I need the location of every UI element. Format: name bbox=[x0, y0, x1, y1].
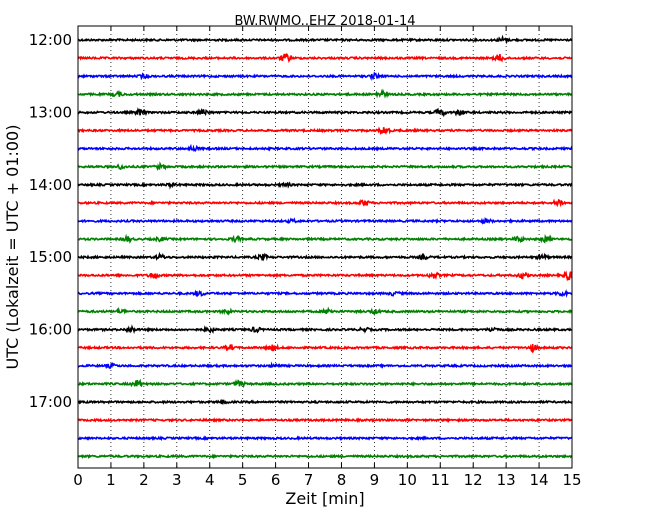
trace-line bbox=[77, 161, 573, 172]
trace-line bbox=[77, 52, 573, 64]
y-axis-ticks: 12:00 13:00 14:00 15:00 16:00 17:00 bbox=[29, 31, 572, 411]
x-tick-label: 13 bbox=[497, 471, 516, 489]
trace-line bbox=[77, 107, 573, 118]
y-tick-label: 14:00 bbox=[29, 176, 72, 194]
x-tick-label: 11 bbox=[431, 471, 450, 489]
y-tick-label: 15:00 bbox=[29, 248, 72, 266]
x-tick-label: 7 bbox=[304, 471, 314, 489]
trace-line bbox=[77, 126, 573, 136]
x-tick-label: 15 bbox=[562, 471, 581, 489]
y-axis-label: UTC (Lokalzeit = UTC + 01:00) bbox=[3, 125, 22, 370]
trace-line bbox=[77, 181, 573, 190]
trace-line bbox=[77, 88, 573, 99]
trace-line bbox=[77, 453, 573, 460]
x-tick-label: 8 bbox=[337, 471, 347, 489]
trace-line bbox=[77, 343, 573, 354]
y-tick-label: 12:00 bbox=[29, 31, 72, 49]
trace-line bbox=[77, 417, 573, 424]
trace-line bbox=[77, 143, 573, 153]
trace-line bbox=[77, 34, 573, 45]
trace-line bbox=[77, 378, 573, 389]
x-tick-label: 1 bbox=[106, 471, 116, 489]
trace-line bbox=[77, 198, 573, 208]
x-axis-label: Zeit [min] bbox=[285, 489, 364, 508]
trace-line bbox=[77, 216, 573, 225]
trace-line bbox=[77, 361, 573, 370]
trace-line bbox=[77, 398, 573, 406]
vertical-grid bbox=[110, 26, 540, 468]
x-axis-ticks: 0 1 2 3 4 5 6 7 8 9 10 11 12 13 14 15 bbox=[73, 26, 582, 489]
seismic-traces bbox=[77, 34, 573, 460]
trace-line bbox=[77, 270, 573, 282]
x-tick-label: 10 bbox=[398, 471, 417, 489]
trace-line bbox=[77, 435, 573, 442]
trace-line bbox=[77, 251, 573, 262]
plot-frame bbox=[77, 25, 573, 469]
x-tick-label: 14 bbox=[530, 471, 549, 489]
y-tick-label: 13:00 bbox=[29, 103, 72, 121]
trace-line bbox=[77, 324, 573, 335]
trace-line bbox=[77, 289, 573, 298]
chart-title: BW.RWMO..EHZ 2018-01-14 bbox=[234, 14, 415, 29]
x-tick-label: 9 bbox=[370, 471, 380, 489]
trace-line bbox=[77, 306, 573, 317]
x-tick-label: 3 bbox=[172, 471, 182, 489]
trace-line bbox=[77, 233, 573, 244]
x-tick-label: 12 bbox=[464, 471, 483, 489]
y-tick-label: 16:00 bbox=[29, 321, 72, 339]
trace-line bbox=[77, 71, 573, 81]
x-tick-label: 5 bbox=[238, 471, 248, 489]
x-tick-label: 6 bbox=[271, 471, 281, 489]
x-tick-label: 2 bbox=[139, 471, 149, 489]
y-tick-label: 17:00 bbox=[29, 393, 72, 411]
x-tick-label: 0 bbox=[73, 471, 83, 489]
x-tick-label: 4 bbox=[205, 471, 215, 489]
